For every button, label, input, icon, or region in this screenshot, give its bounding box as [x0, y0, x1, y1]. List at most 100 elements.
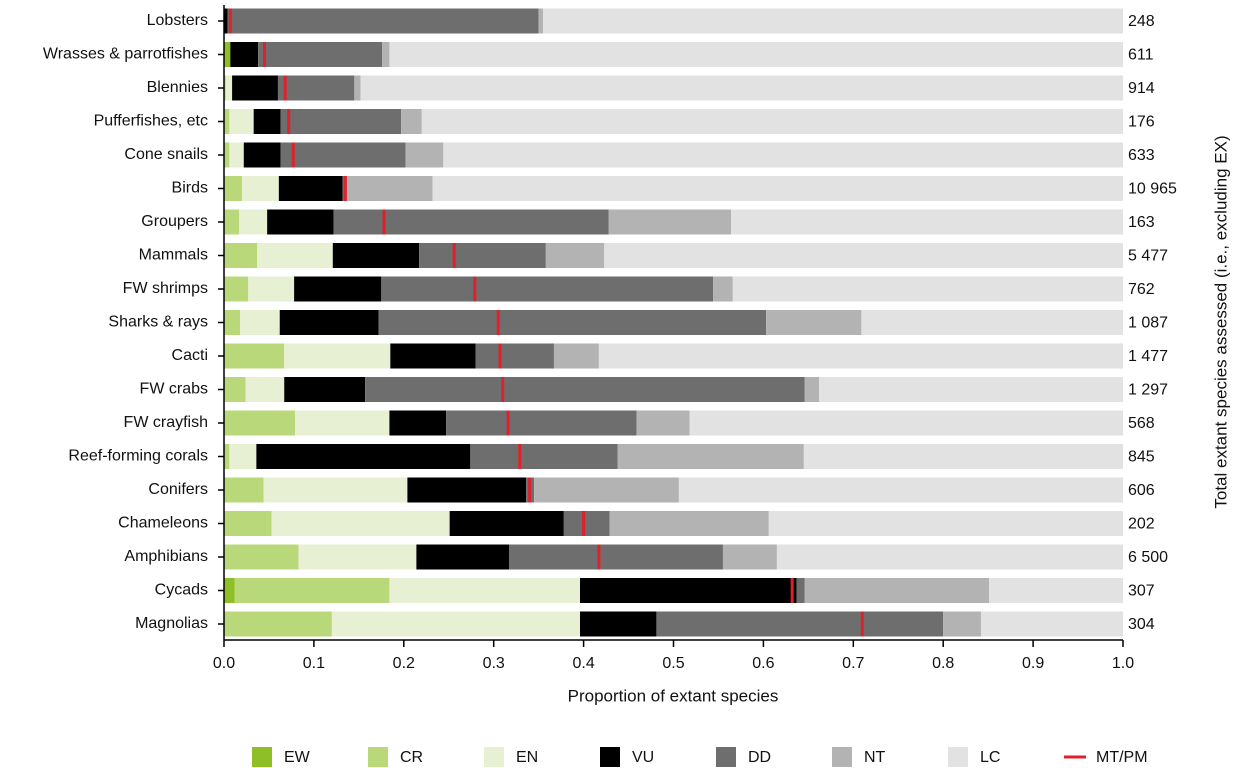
bar-segment — [298, 544, 417, 570]
bar-segment — [617, 444, 804, 469]
bar-segment — [731, 209, 1123, 235]
bar-segment — [861, 310, 1123, 335]
bar-segment — [604, 243, 1123, 268]
bar-segment — [796, 578, 805, 603]
legend-swatch — [368, 747, 388, 767]
bar-segment — [256, 444, 471, 469]
bar-segment — [279, 310, 379, 335]
bar-segment — [508, 544, 723, 570]
bar-segment — [295, 410, 390, 436]
bar-segment — [360, 75, 1123, 101]
total-label: 1 477 — [1128, 348, 1168, 365]
y-tick-label: Conifers — [148, 481, 208, 498]
bar-segment — [240, 310, 280, 335]
bar-segment — [245, 377, 285, 402]
bar-segment — [284, 343, 391, 369]
bar-segment — [419, 243, 546, 268]
x-tick-label: 0.3 — [483, 655, 505, 672]
bar-segment — [804, 578, 990, 603]
x-tick-label: 0.6 — [752, 655, 774, 672]
bar-segment — [224, 611, 332, 637]
bar-segment — [224, 176, 242, 201]
bar-segment — [722, 544, 777, 570]
x-tick-label: 0.7 — [842, 655, 864, 672]
bar-segment — [234, 578, 390, 603]
bar-segment — [449, 511, 564, 536]
bar-segment — [470, 444, 618, 469]
bar-segment — [257, 243, 333, 268]
legend-swatch — [600, 747, 620, 767]
bar-segment — [229, 444, 257, 469]
bar-segment — [263, 477, 408, 503]
bar-segment — [333, 209, 609, 235]
bar-segment — [278, 176, 343, 201]
bar-segment — [229, 109, 254, 134]
bar-segment — [689, 410, 1123, 436]
bar-segment — [407, 477, 527, 503]
total-label: 1 087 — [1128, 315, 1168, 332]
bar-segment — [284, 377, 366, 402]
x-tick-label: 0.2 — [393, 655, 415, 672]
bar-segment — [280, 109, 402, 134]
legend-label: DD — [748, 749, 771, 766]
y-tick-label: Chameleons — [118, 515, 208, 532]
bar-segment — [232, 75, 278, 101]
bar-segment — [253, 109, 281, 134]
bar-segment — [224, 142, 230, 168]
legend-label: EW — [284, 749, 311, 766]
bar-segment — [224, 243, 258, 268]
bar-segment — [443, 142, 1124, 168]
bar-segment — [580, 578, 797, 603]
x-tick-label: 0.5 — [662, 655, 684, 672]
y-tick-label: FW shrimps — [123, 280, 208, 297]
bar-segment — [545, 243, 605, 268]
bar-segment — [229, 142, 244, 168]
bar-segment — [803, 444, 1123, 469]
bar-segment — [943, 611, 981, 637]
legend-swatch — [948, 747, 968, 767]
bar-segment — [732, 276, 1123, 302]
bar-segment — [580, 611, 657, 637]
bar-segment — [608, 209, 732, 235]
bar-segment — [271, 511, 450, 536]
bar-segment — [224, 544, 299, 570]
x-tick-label: 1.0 — [1112, 655, 1134, 672]
bar-segment — [230, 42, 259, 67]
bar-segment — [354, 75, 361, 101]
x-tick-label: 0.1 — [303, 655, 325, 672]
y-tick-label: Lobsters — [147, 12, 208, 29]
bar-segment — [248, 276, 295, 302]
bar-segment — [224, 109, 230, 134]
bar-segment — [390, 343, 476, 369]
y2-axis-title: Total extant species assessed (i.e., exc… — [1211, 135, 1230, 508]
bar-segment — [267, 209, 334, 235]
y-tick-label: Pufferfishes, etc — [94, 113, 208, 130]
x-axis-title: Proportion of extant species — [568, 686, 779, 705]
y-tick-label: FW crayfish — [124, 414, 208, 431]
bar-segment — [713, 276, 733, 302]
bar-segment — [609, 511, 769, 536]
total-label: 6 500 — [1128, 549, 1168, 566]
bar-segment — [389, 42, 1123, 67]
legend-label: LC — [980, 749, 1000, 766]
y-tick-label: Cone snails — [124, 146, 208, 163]
bar-segment — [678, 477, 1123, 503]
bar-segment — [776, 544, 1123, 570]
legend-swatch — [484, 747, 504, 767]
bar-segment — [225, 75, 233, 101]
bar-segment — [980, 611, 1123, 637]
legend-label: NT — [864, 749, 886, 766]
total-label: 202 — [1128, 516, 1155, 533]
bar-segment — [421, 109, 1123, 134]
bar-segment — [534, 477, 679, 503]
bar-segment — [389, 578, 581, 603]
bar-segment — [331, 611, 581, 637]
bar-segment — [401, 109, 422, 134]
x-tick-label: 0.9 — [1022, 655, 1044, 672]
bar-segment — [636, 410, 690, 436]
bar-segment — [553, 343, 599, 369]
bar-segment — [381, 276, 714, 302]
bar-segment — [989, 578, 1123, 603]
bar-segment — [563, 511, 610, 536]
total-label: 176 — [1128, 114, 1155, 131]
